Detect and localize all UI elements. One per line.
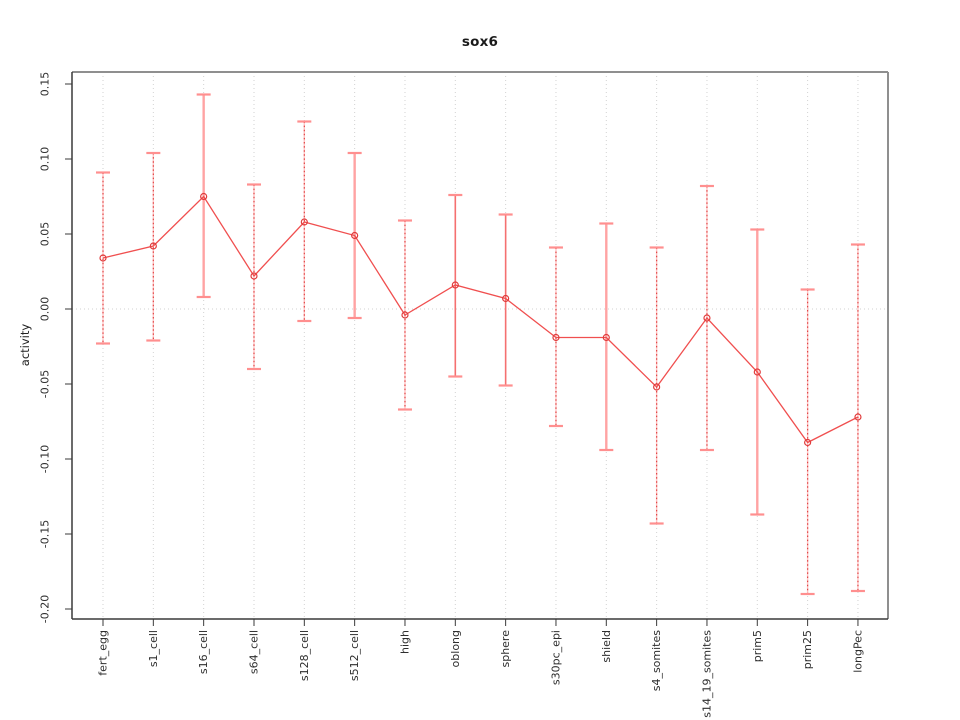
x-tick-label: oblong <box>449 630 462 667</box>
data-point <box>653 383 661 391</box>
data-point <box>351 231 359 240</box>
y-tick-label: -0.10 <box>39 445 52 473</box>
x-tick-label: s4_somites <box>650 630 663 692</box>
data-point <box>804 438 812 447</box>
data-point <box>854 413 862 421</box>
y-tick-label: 0.15 <box>39 72 52 97</box>
x-tick-label: s128_cell <box>298 630 311 681</box>
x-tick-label: high <box>398 630 411 654</box>
data-point <box>401 311 409 319</box>
chart-title: sox6 <box>461 34 499 50</box>
data-point <box>703 314 711 322</box>
y-tick-label: -0.20 <box>39 595 52 623</box>
x-tick-label: longPec <box>851 630 864 673</box>
x-tick-label: fert_egg <box>97 630 110 676</box>
data-point <box>602 333 610 342</box>
y-tick-label: -0.15 <box>39 520 52 548</box>
data-point <box>753 368 761 376</box>
data-point <box>200 192 208 201</box>
x-tick-label: s30pc_epi <box>549 630 562 685</box>
x-tick-label: s512_cell <box>348 630 361 681</box>
data-point <box>250 272 258 280</box>
y-tick-label: -0.05 <box>39 370 52 398</box>
y-tick-label: 0.00 <box>39 297 52 322</box>
x-tick-label: s16_cell <box>197 630 210 674</box>
data-point <box>300 218 308 226</box>
x-tick-label: shield <box>600 630 613 663</box>
data-point <box>552 333 560 342</box>
x-tick-label: s64_cell <box>247 630 260 674</box>
series-line <box>102 195 859 444</box>
x-tick-label: s1_cell <box>147 630 160 667</box>
x-tick-label: s14_19_somites <box>700 630 713 718</box>
data-point <box>149 242 157 250</box>
y-tick-label: 0.05 <box>39 222 52 247</box>
x-tick-label: prim5 <box>751 630 764 662</box>
x-tick-label: sphere <box>499 630 512 668</box>
x-tick-label: prim25 <box>801 630 814 669</box>
y-tick-label: 0.10 <box>39 147 52 172</box>
data-point <box>99 254 107 262</box>
data-point <box>451 281 459 289</box>
data-point <box>502 294 510 303</box>
